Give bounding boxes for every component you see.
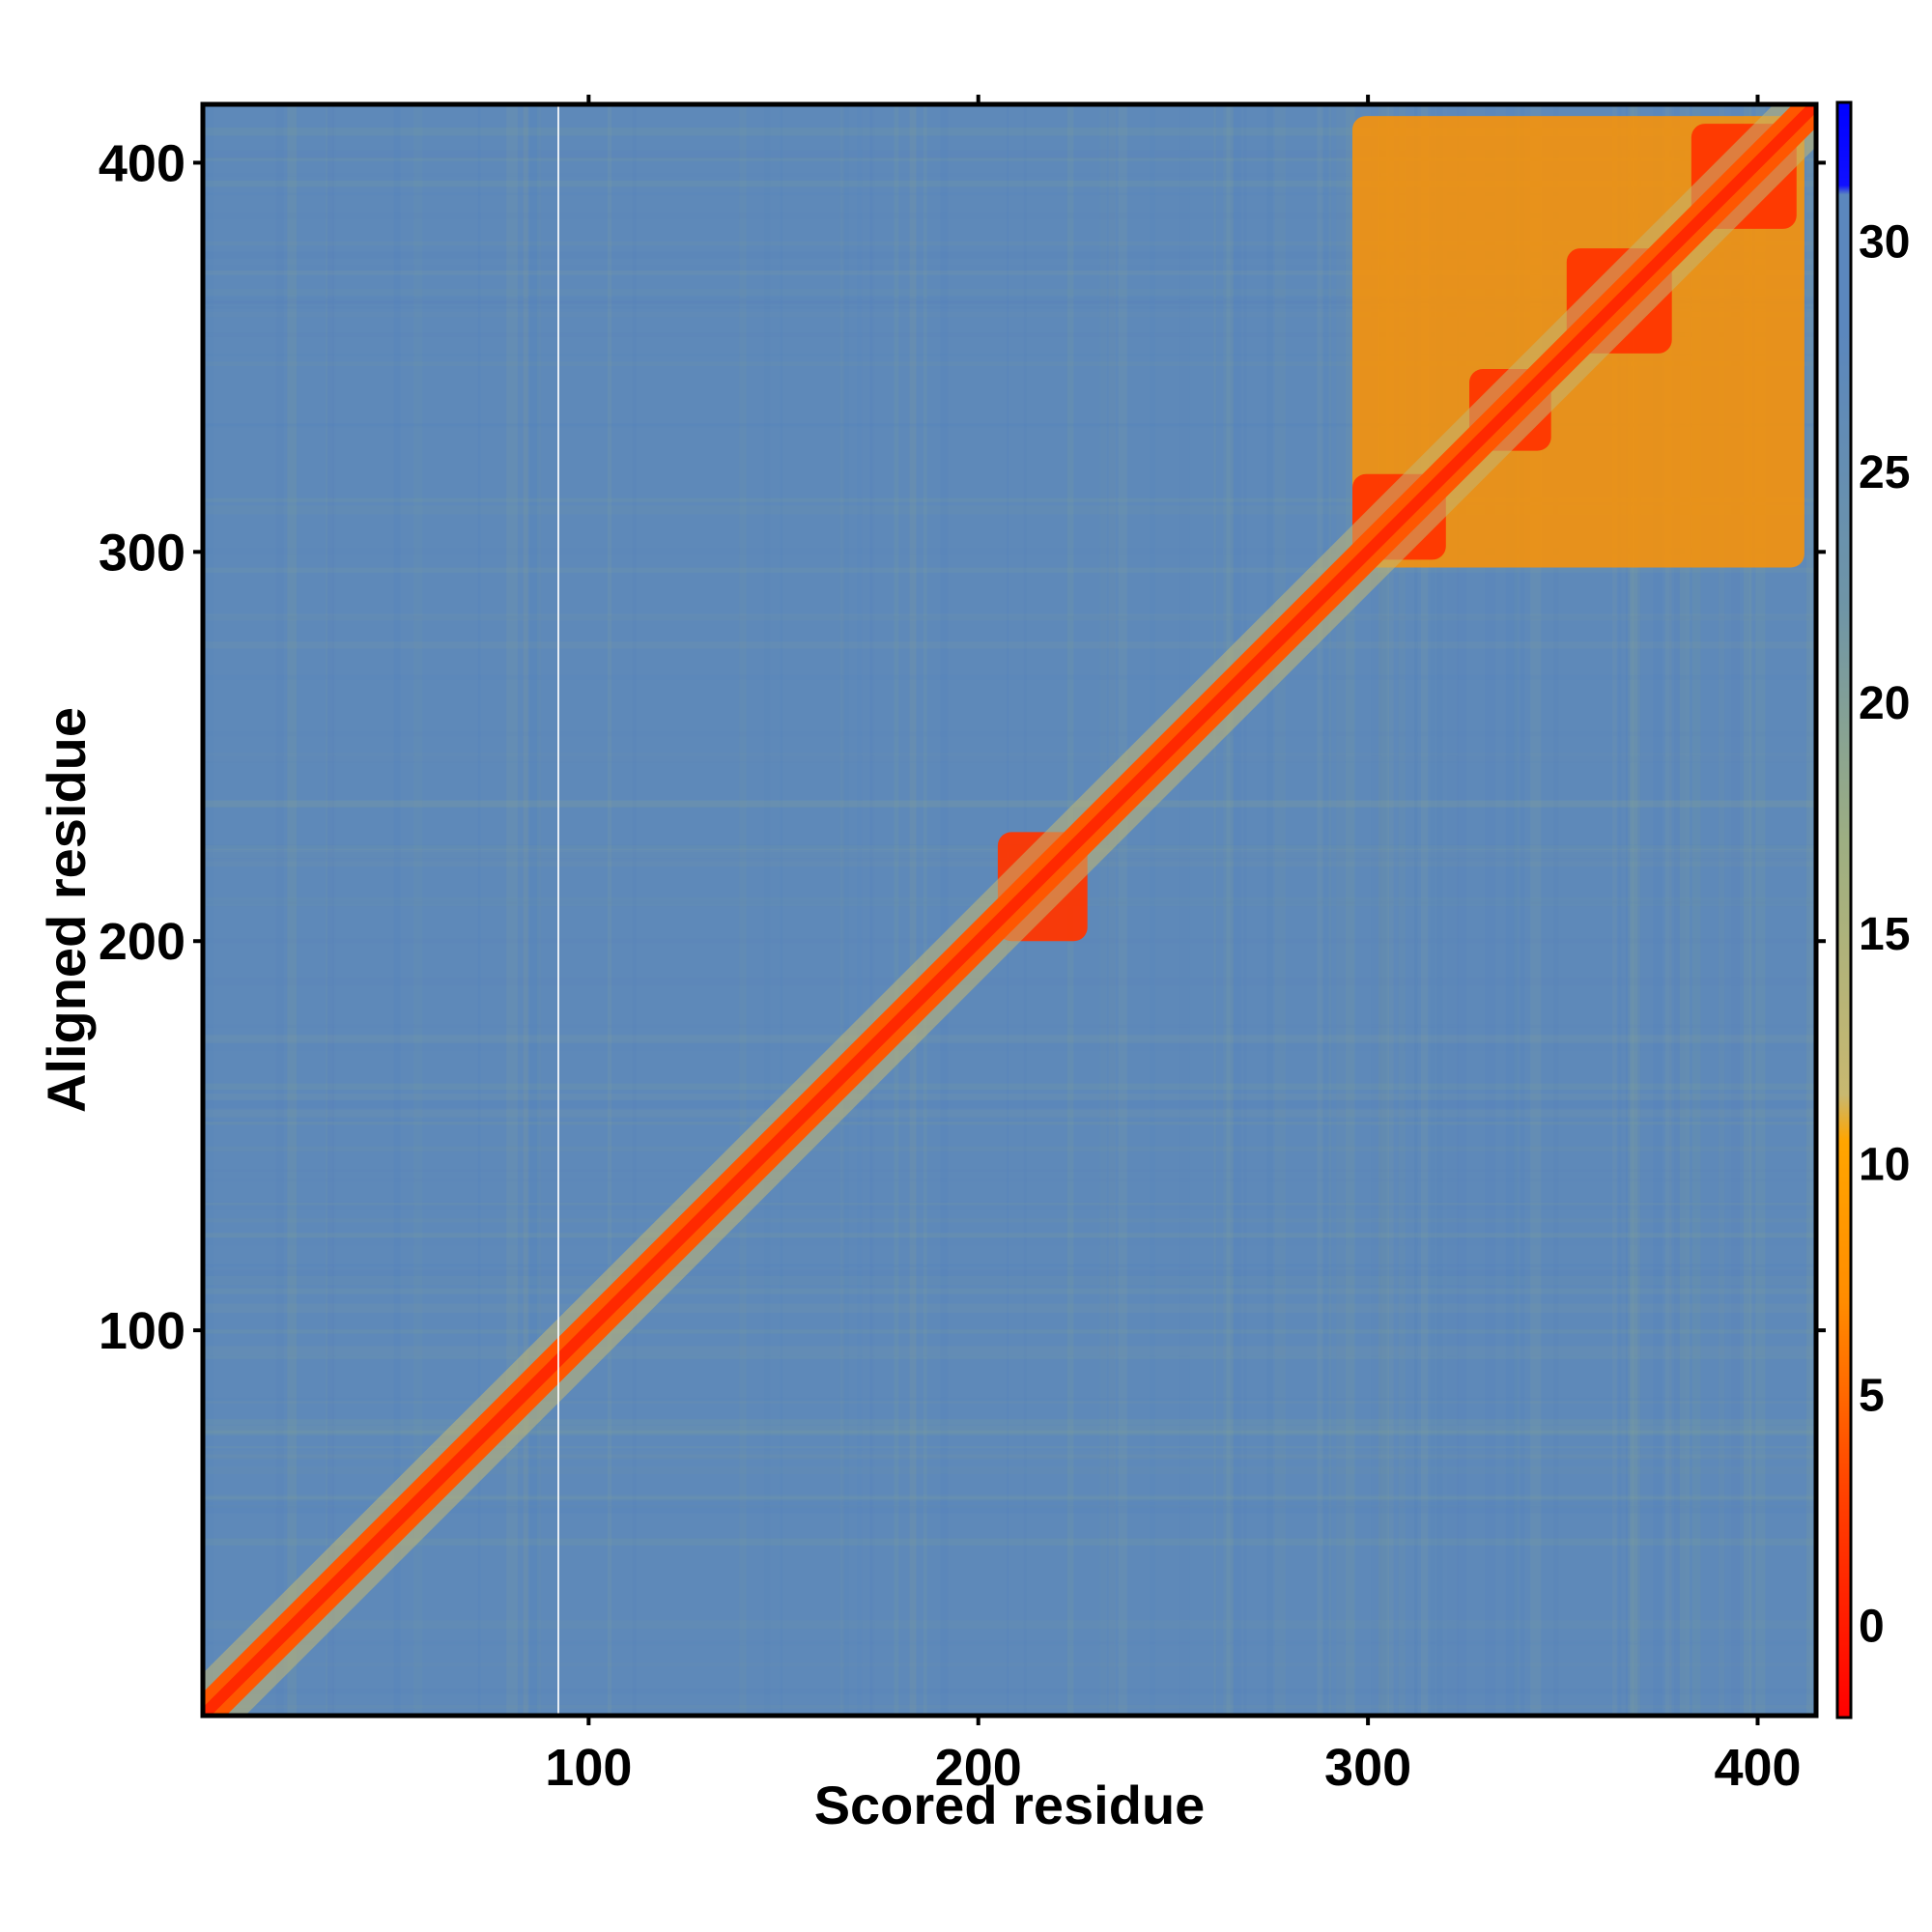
colorbar-tick-label: 30 [1859,216,1910,268]
plot-frame [200,101,1819,1719]
x-axis: 100 200 300 400 [545,95,1802,1797]
colorbar-tick-label: 0 [1859,1601,1885,1652]
colorbar-frame [1835,100,1853,1719]
x-tick-label: 100 [545,1739,632,1797]
colorbar-fill [1837,102,1851,1718]
colorbar-tick-label: 5 [1859,1371,1885,1422]
x-axis-title: Scored residue [814,1775,1206,1835]
x-tick-label: 400 [1714,1739,1801,1797]
diagonal-core [203,104,1816,1716]
y-tick-label: 100 [99,1302,185,1360]
colorbar-tick-label: 20 [1859,678,1910,729]
x-tick-label: 200 [935,1739,1022,1797]
y-tick-label: 400 [99,134,185,192]
colorbar: 0 5 10 15 20 25 30 [1835,100,1910,1719]
y-axis-title: Aligned residue [36,707,97,1113]
heatmap-diagonal [203,104,1816,1716]
plot-area [200,101,1819,1719]
y-tick-label: 200 [99,913,185,971]
colorbar-tick-label: 10 [1859,1140,1910,1191]
y-axis: 100 200 300 400 [99,134,1826,1360]
y-tick-label: 300 [99,524,185,582]
x-tick-label: 300 [1324,1739,1411,1797]
colorbar-tick-label: 15 [1859,909,1910,960]
colorbar-tick-label: 25 [1859,447,1910,498]
